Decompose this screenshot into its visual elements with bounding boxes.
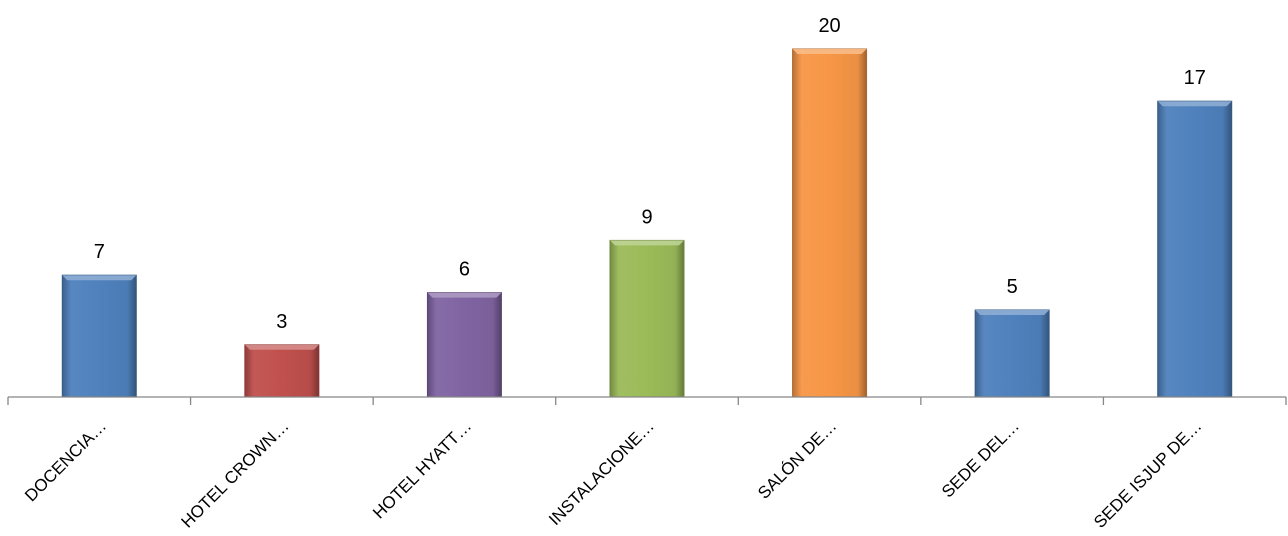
bar[interactable] (244, 344, 320, 398)
bars-layer (61, 48, 1233, 398)
bar-group[interactable] (609, 239, 685, 398)
data-label: 5 (1007, 276, 1018, 298)
x-tick-label: HOTEL HYATT… (369, 416, 475, 522)
bar[interactable] (1157, 100, 1233, 398)
bar-bevel-top (427, 292, 502, 298)
x-tick-label: HOTEL CROWN… (178, 416, 293, 531)
x-tick-label: DOCENCIA… (21, 416, 110, 505)
bar-bevel-top (975, 310, 1050, 315)
data-label: 20 (818, 15, 840, 37)
bar-bevel-top (244, 344, 319, 350)
tick-labels-layer: DOCENCIA… HOTEL CROWN… HOTEL HYATT… INSTALA… (21, 416, 1205, 531)
bar[interactable] (61, 274, 137, 398)
x-tick-label: SEDE DEL… (938, 416, 1023, 501)
bar-bevel-top (610, 240, 684, 246)
data-labels-layer: 7 3 6 9 20 5 17 (94, 15, 1206, 333)
data-label: 6 (459, 259, 470, 281)
x-tick-label: SEDE ISJUP DE… (1090, 416, 1205, 531)
bar-group[interactable] (244, 344, 320, 398)
bar[interactable] (609, 239, 685, 398)
bar[interactable] (426, 292, 502, 398)
x-axis (7, 396, 1287, 405)
bar-group[interactable] (1157, 100, 1233, 398)
bar-group[interactable] (792, 48, 868, 398)
x-tick-label: SALÓN DE… (754, 416, 840, 502)
bar-group[interactable] (61, 274, 137, 398)
bar[interactable] (792, 48, 868, 398)
data-label: 7 (94, 241, 105, 263)
data-label: 3 (276, 311, 287, 333)
data-label: 9 (641, 206, 652, 228)
bar-group[interactable] (426, 292, 502, 398)
data-label: 17 (1184, 67, 1206, 89)
bar[interactable] (974, 309, 1050, 398)
bar-bevel-top (62, 275, 137, 281)
bar-bevel-top (1157, 101, 1232, 107)
bar-bevel-top (792, 49, 867, 54)
bar-group[interactable] (974, 309, 1050, 398)
x-tick-label: INSTALACIONE… (545, 416, 658, 529)
